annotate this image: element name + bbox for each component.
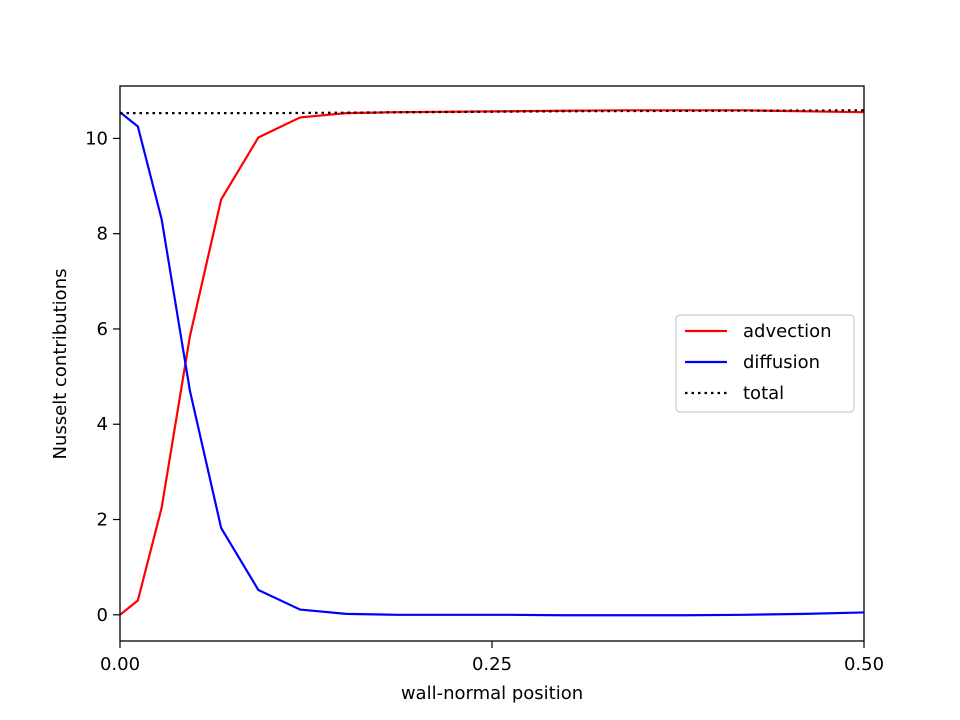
legend-label-total: total [743, 383, 784, 404]
series-line-advection [119, 109, 865, 616]
x-tick-label: 0.25 [472, 654, 512, 675]
series-layer [119, 109, 865, 617]
legend-box [675, 314, 855, 413]
y-tick-label: 4 [97, 414, 108, 435]
y-tick-label: 10 [85, 128, 108, 149]
series-line-total [120, 109, 865, 115]
y-tick-label: 0 [97, 605, 108, 626]
ticks-layer: 0.00 0.25 0.50 0 2 4 6 8 10 [85, 128, 884, 675]
y-tick-label: 2 [97, 510, 108, 531]
y-axis-label: Nusselt contributions [50, 269, 71, 460]
x-tick-label: 0.50 [844, 654, 884, 675]
legend-label-diffusion: diffusion [743, 352, 820, 373]
y-tick-label: 6 [97, 319, 108, 340]
series-line-diffusion [119, 111, 865, 617]
x-axis-label: wall-normal position [401, 683, 583, 704]
x-tick-label: 0.00 [100, 654, 140, 675]
legend-label-advection: advection [743, 321, 832, 342]
y-tick-label: 8 [97, 224, 108, 245]
legend: advection diffusion total [675, 314, 855, 413]
